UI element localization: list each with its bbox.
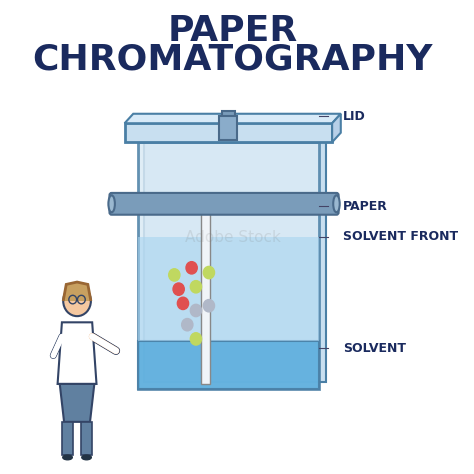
Ellipse shape — [63, 455, 73, 460]
Text: CHROMATOGRAPHY: CHROMATOGRAPHY — [33, 42, 433, 76]
Bar — [62, 422, 73, 455]
Text: Adobe Stock: Adobe Stock — [185, 229, 281, 245]
Circle shape — [203, 300, 215, 312]
Circle shape — [191, 304, 201, 317]
Circle shape — [173, 283, 184, 295]
Bar — [222, 111, 235, 123]
Bar — [219, 116, 237, 140]
Bar — [137, 341, 319, 389]
Bar — [82, 422, 92, 455]
Text: SOLVENT: SOLVENT — [343, 342, 406, 355]
Circle shape — [191, 281, 201, 293]
Text: SOLVENT FRONT: SOLVENT FRONT — [343, 230, 458, 244]
Circle shape — [169, 269, 180, 281]
Circle shape — [186, 262, 197, 274]
Bar — [137, 142, 319, 389]
Circle shape — [203, 266, 215, 279]
Text: LID: LID — [343, 109, 366, 123]
Text: PAPER: PAPER — [168, 14, 298, 48]
Ellipse shape — [109, 195, 115, 212]
Text: PAPER: PAPER — [343, 200, 388, 213]
Bar — [144, 135, 326, 382]
Bar — [125, 123, 332, 142]
Bar — [201, 211, 210, 384]
Circle shape — [182, 319, 193, 331]
Polygon shape — [332, 114, 341, 142]
Polygon shape — [57, 322, 97, 384]
Bar — [137, 237, 319, 341]
Circle shape — [191, 333, 201, 345]
Polygon shape — [125, 114, 341, 123]
Ellipse shape — [82, 455, 91, 460]
Polygon shape — [60, 384, 94, 422]
Polygon shape — [63, 282, 91, 301]
Circle shape — [177, 297, 189, 310]
Circle shape — [63, 286, 91, 316]
FancyBboxPatch shape — [109, 193, 338, 215]
Ellipse shape — [333, 195, 340, 212]
